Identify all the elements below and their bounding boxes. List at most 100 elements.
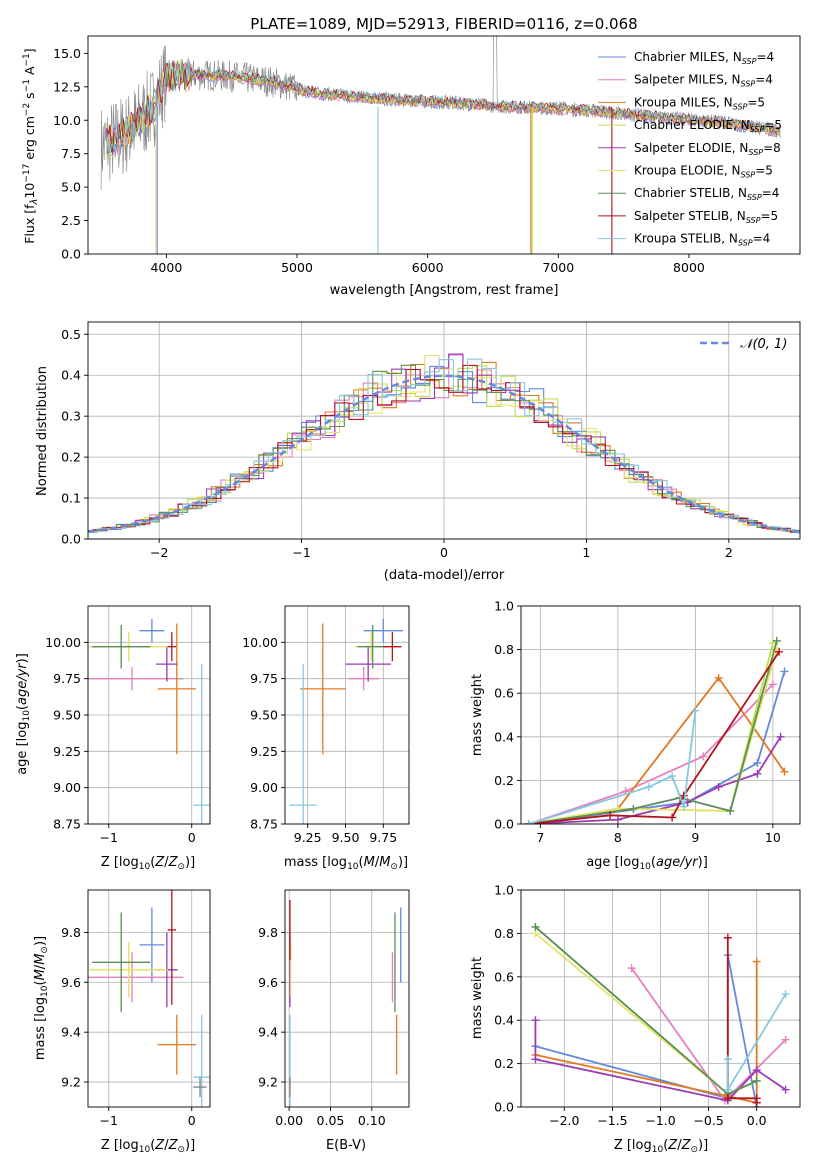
weight-vs-z-point-marker [627, 964, 636, 973]
weight-vs-z-series-line [535, 954, 758, 1107]
weight-vs-age-ytick-label: 0.8 [494, 642, 514, 657]
age-vs-z-xlabel: Z [log10(Z/Z⊙)] [101, 855, 195, 872]
age-vs-z-ytick-label: 9.00 [53, 780, 81, 795]
residuals-histogram [88, 358, 800, 534]
weight-vs-age-series-line [528, 651, 780, 824]
weight-vs-z-series-line [534, 926, 758, 1096]
weight-vs-z-point-marker [723, 933, 732, 942]
residuals-legend-label: 𝒩(0, 1) [740, 337, 787, 352]
spectrum-xlabel: wavelength [Angstrom, rest frame] [330, 283, 559, 298]
weight-vs-age-frame [520, 605, 801, 825]
age-vs-mass-xlabel: mass [log10(M/M⊙)] [284, 855, 408, 872]
age-vs-mass-ytick-label: 10.00 [242, 635, 278, 650]
mass-vs-ebv-xtick-label: 0.05 [317, 1113, 345, 1128]
spectrum-ytick-label: 5.0 [61, 180, 81, 195]
weight-vs-z-point-marker [531, 1016, 540, 1025]
residuals-xtick-label: 2 [725, 545, 733, 560]
residuals-plot-area [88, 353, 800, 534]
age-vs-mass-ytick-label: 9.50 [250, 708, 278, 723]
mass-vs-ebv-panel: 0.00 0.05 0.10 9.2 9.4 9.6 9.8 E(B-V) [258, 889, 410, 1153]
residuals-xlabel: (data-model)/error [384, 568, 505, 583]
spectrum-legend-label: Kroupa STELIB, NSSP=4 [634, 232, 770, 248]
weight-vs-z-point-marker [531, 1055, 540, 1064]
spectrum-legend-label: Chabrier ELODIE, NSSP=5 [634, 118, 782, 134]
weight-vs-z-point-marker [752, 1066, 761, 1075]
weight-vs-age-xtick-label: 7 [536, 830, 544, 845]
figure-title: PLATE=1089, MJD=52913, FIBERID=0116, z=0… [250, 15, 637, 33]
weight-vs-age-xtick-label: 10 [765, 830, 781, 845]
weight-vs-age-xlabel: age [log10(age/yr)] [586, 855, 708, 872]
spectrum-legend-label: Chabrier STELIB, NSSP=4 [634, 186, 779, 202]
mass-vs-z-ylabel: mass [log10(M/M⊙)] [33, 936, 50, 1060]
weight-vs-z-point-marker [781, 990, 790, 999]
weight-vs-age-xtick-label: 8 [614, 830, 622, 845]
mass-vs-ebv-ytick-label: 9.2 [258, 1075, 278, 1090]
age-vs-mass-ytick-label: 9.75 [250, 671, 278, 686]
age-vs-z-ytick-label: 10.00 [45, 635, 81, 650]
weight-vs-z-xlabel: Z [log10(Z/Z⊙)] [614, 1138, 708, 1155]
residuals-xtick-label: −1 [292, 545, 310, 560]
weight-vs-age-ytick-label: 0.4 [494, 729, 514, 744]
age-vs-mass-ytick-label: 8.75 [250, 817, 278, 832]
weight-vs-z-series-line [534, 932, 758, 1096]
mass-vs-ebv-xtick-label: 0.00 [275, 1113, 303, 1128]
spectrum-legend-label: Kroupa MILES, NSSP=5 [634, 95, 765, 111]
spectrum-ytick-label: 10.0 [53, 113, 81, 128]
weight-vs-age-panel: 7 8 9 10 0.0 0.2 0.4 0.6 0.8 1.0 age [log10(age/y… [470, 599, 801, 872]
mass-vs-z-ytick-label: 9.6 [61, 975, 81, 990]
age-vs-mass-ytick-label: 9.00 [250, 780, 278, 795]
spectrum-xtick-label: 7000 [542, 260, 574, 275]
mass-vs-z-plot-area [88, 890, 210, 1107]
residuals-xtick-label: −2 [150, 545, 168, 560]
residuals-xtick-label: 0 [440, 545, 448, 560]
age-vs-z-plot-area [88, 619, 210, 824]
weight-vs-age-point-marker [644, 782, 653, 791]
age-vs-mass-ytick-label: 9.25 [250, 744, 278, 759]
residuals-ytick-label: 0.0 [61, 532, 81, 547]
weight-vs-z-ytick-label: 0.2 [494, 1056, 514, 1071]
age-vs-mass-xtick-label: 9.50 [332, 830, 360, 845]
weight-vs-z-ytick-label: 0.4 [494, 1013, 514, 1028]
weight-vs-age-point-marker [679, 802, 688, 811]
residuals-ytick-label: 0.3 [61, 409, 81, 424]
age-vs-z-ytick-label: 8.75 [53, 817, 81, 832]
spectrum-plot-area [100, 36, 781, 254]
weight-vs-age-series-line [528, 640, 778, 824]
weight-vs-z-point-marker [723, 1055, 732, 1064]
weight-vs-age-xtick-label: 9 [691, 830, 699, 845]
mass-vs-z-xtick-label: 0 [188, 1113, 196, 1128]
spectrum-legend: Chabrier MILES, NSSP=4 Salpeter MILES, NS… [598, 50, 782, 248]
weight-vs-age-point-marker [524, 820, 533, 824]
weight-vs-z-point-marker [723, 1085, 732, 1094]
weight-vs-z-plot-area [531, 922, 790, 1107]
weight-vs-z-ytick-label: 0.8 [494, 926, 514, 941]
spectrum-legend-label: Salpeter STELIB, NSSP=5 [634, 209, 778, 225]
spectrum-legend-label: Salpeter MILES, NSSP=4 [634, 73, 773, 89]
mass-vs-ebv-xlabel: E(B-V) [326, 1138, 366, 1153]
weight-vs-age-point-marker [679, 791, 688, 800]
age-vs-z-ytick-label: 9.75 [53, 671, 81, 686]
residuals-reference-curve [88, 374, 800, 533]
spectrum-legend-label: Salpeter ELODIE, NSSP=8 [634, 141, 781, 157]
weight-vs-age-point-marker [780, 767, 789, 776]
weight-vs-z-series-line [534, 926, 758, 1096]
weight-vs-z-ylabel: mass weight [470, 957, 485, 1039]
age-vs-mass-panel: 9.25 9.50 9.75 8.75 9.00 9.25 9.50 9.75 10.00 ma… [242, 605, 410, 872]
age-vs-z-panel: −1 0 8.75 9.00 9.25 9.50 9.75 10.00 Z [log10(Z/… [15, 605, 211, 872]
spectrum-ytick-label: 0.0 [61, 247, 81, 262]
mass-vs-z-xtick-label: −1 [100, 1113, 118, 1128]
weight-vs-z-xtick-label: −2.0 [549, 1113, 579, 1128]
mass-vs-z-frame [87, 889, 211, 1108]
residuals-ytick-label: 0.1 [61, 491, 81, 506]
weight-vs-z-point-marker [752, 1098, 761, 1107]
mass-vs-z-ytick-label: 9.4 [61, 1025, 81, 1040]
mass-vs-z-ytick-label: 9.8 [61, 925, 81, 940]
weight-vs-age-point-marker [753, 758, 762, 767]
residuals-histogram [88, 364, 800, 534]
mass-vs-ebv-ytick-label: 9.8 [258, 925, 278, 940]
weight-vs-age-point-marker [753, 769, 762, 778]
weight-vs-age-point-marker [775, 647, 784, 656]
weight-vs-age-point-marker [606, 811, 615, 820]
mass-vs-z-panel: −1 0 9.2 9.4 9.6 9.8 Z [log10(Z/Z⊙)] mass [lo… [33, 889, 211, 1155]
